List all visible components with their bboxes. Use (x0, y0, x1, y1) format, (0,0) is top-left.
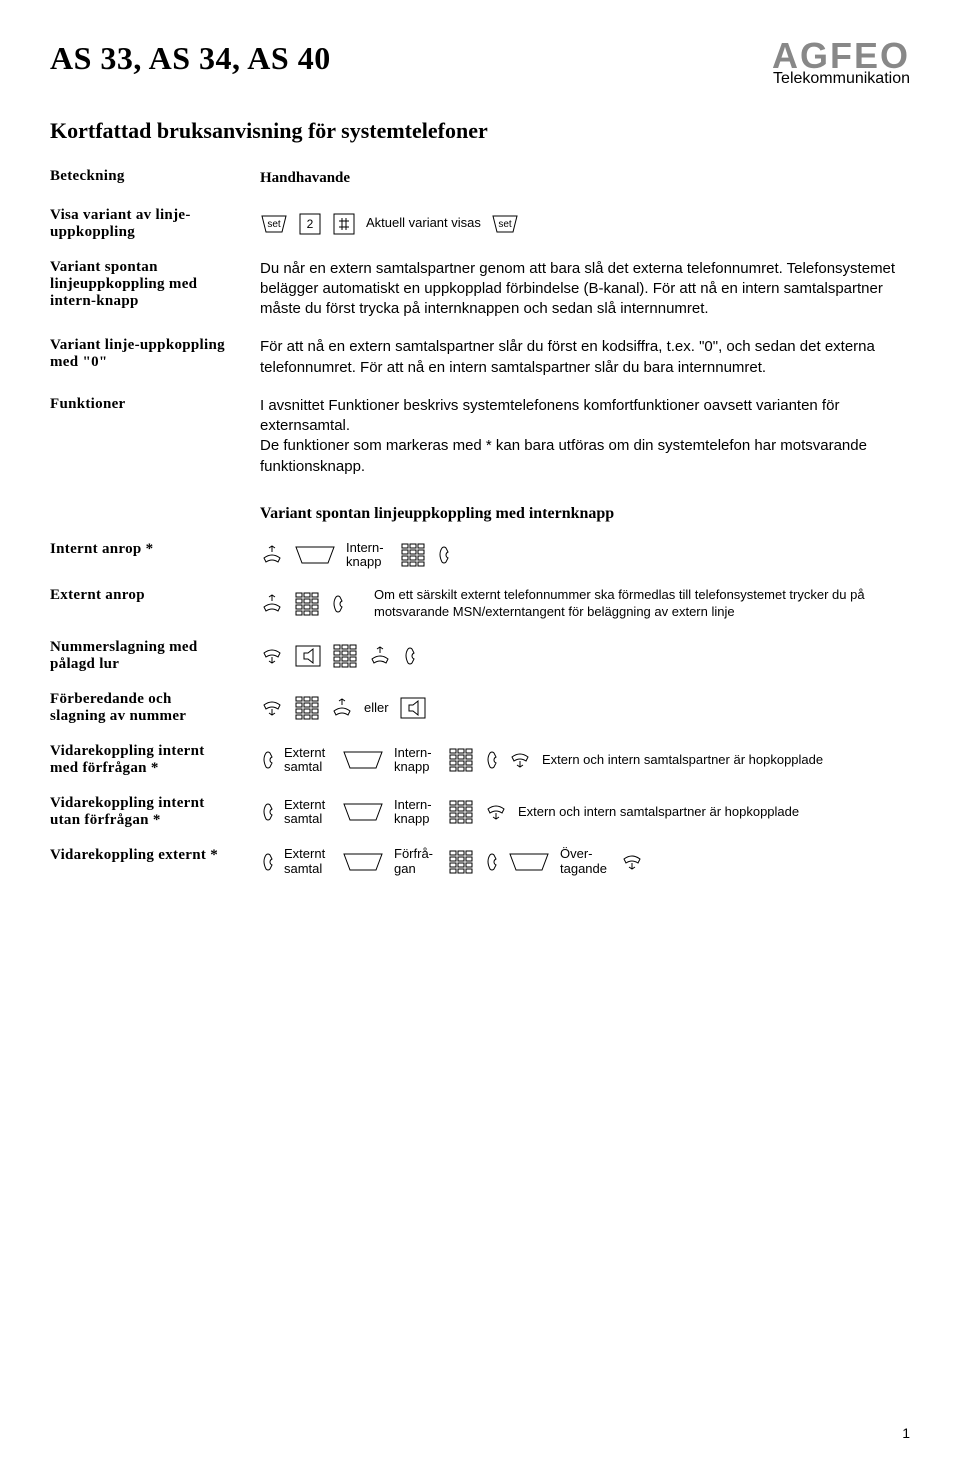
digit-key-icon: 2 (298, 212, 322, 236)
brand-block: AGFEO Telekommunikation (772, 40, 910, 88)
set-key-icon (260, 214, 288, 234)
label-externt-anrop: Externt anrop (50, 587, 230, 621)
label-variant-linje0: Variant linje-uppkoppling med "0" (50, 337, 230, 378)
label-internknapp: Intern-knapp (394, 798, 438, 827)
note-externt-anrop: Om ett särskilt externt telefonnummer sk… (374, 587, 910, 621)
text-variant-spontan: Du når en extern samtalspartner genom at… (260, 259, 910, 320)
label-vkopp-med: Vidarekoppling internt med förfrågan * (50, 743, 230, 777)
hash-key-icon (332, 212, 356, 236)
keypad-icon (294, 591, 320, 617)
receiver-icon (260, 749, 274, 771)
brand-name: AGFEO (772, 40, 910, 72)
heading-variant-spontan: Variant spontan linjeuppkoppling med int… (260, 505, 910, 523)
handset-up-icon (260, 544, 284, 566)
receiver-icon (484, 851, 498, 873)
speaker-icon (399, 696, 427, 720)
receiver-icon (436, 544, 450, 566)
text-aktuell-variant: Aktuell variant visas (366, 216, 481, 230)
label-overtagande: Över-tagande (560, 847, 610, 876)
doc-title: Kortfattad bruksanvisning för systemtele… (50, 118, 910, 144)
row-nummerslagning (260, 639, 910, 673)
result-vkopp-utan: Extern och intern samtalspartner är hopk… (518, 804, 910, 821)
label-internknapp: Intern-knapp (394, 746, 438, 775)
receiver-icon (260, 851, 274, 873)
label-beteckning: Beteckning (50, 168, 230, 188)
row-externt-anrop: Om ett särskilt externt telefonnummer sk… (260, 587, 910, 621)
label-eller: eller (364, 701, 389, 715)
label-internknapp: Intern-knapp (346, 541, 390, 570)
keypad-icon (332, 643, 358, 669)
keypad-icon (448, 849, 474, 875)
wide-button-icon (342, 802, 384, 822)
receiver-icon (260, 801, 274, 823)
receiver-icon (330, 593, 344, 615)
text-funktioner: I avsnittet Funktioner beskrivs systemte… (260, 396, 910, 477)
receiver-icon (484, 749, 498, 771)
keypad-icon (448, 747, 474, 773)
handset-down-icon (508, 749, 532, 771)
label-nummerslagning: Nummerslagning med pålagd lur (50, 639, 230, 673)
label-handhavande: Handhavande (260, 168, 910, 188)
row-forberedande: eller (260, 691, 910, 725)
handset-down-icon (260, 645, 284, 667)
label-externt-samtal: Externt samtal (284, 847, 332, 876)
keypad-icon (400, 542, 426, 568)
keypad-icon (448, 799, 474, 825)
row-vkopp-med: Externt samtal Intern-knapp Extern och i… (260, 743, 910, 777)
row-vkopp-ext: Externt samtal Förfrå-gan Över-tagande (260, 847, 910, 876)
wide-button-icon (508, 852, 550, 872)
label-funktioner: Funktioner (50, 396, 230, 477)
keypad-icon (294, 695, 320, 721)
set-key-icon (491, 214, 519, 234)
handset-up-icon (368, 645, 392, 667)
header: AS 33, AS 34, AS 40 AGFEO Telekommunikat… (50, 40, 910, 88)
result-vkopp-med: Extern och intern samtalspartner är hopk… (542, 752, 910, 769)
receiver-icon (402, 645, 416, 667)
label-externt-samtal: Externt samtal (284, 746, 332, 775)
handset-up-icon (330, 697, 354, 719)
wide-button-icon (342, 750, 384, 770)
label-variant-spontan: Variant spontan linjeuppkoppling med int… (50, 259, 230, 320)
brand-sub: Telekommunikation (772, 70, 910, 88)
page-number: 1 (902, 1425, 910, 1441)
label-forberedande: Förberedande och slagning av nummer (50, 691, 230, 725)
wide-button-icon (342, 852, 384, 872)
label-externt-samtal: Externt samtal (284, 798, 332, 827)
product-title: AS 33, AS 34, AS 40 (50, 40, 331, 77)
row-internt-anrop: Intern-knapp (260, 541, 910, 570)
label-forfragan: Förfrå-gan (394, 847, 438, 876)
row-vkopp-utan: Externt samtal Intern-knapp Extern och i… (260, 795, 910, 829)
speaker-icon (294, 644, 322, 668)
handset-up-icon (260, 593, 284, 615)
label-vkopp-ext: Vidarekoppling externt * (50, 847, 230, 876)
wide-button-icon (294, 545, 336, 565)
label-vkopp-utan: Vidarekoppling internt utan förfrågan * (50, 795, 230, 829)
digit-2: 2 (307, 217, 314, 231)
handset-down-icon (484, 801, 508, 823)
content-grid: Beteckning Handhavande Visa variant av l… (50, 168, 910, 875)
label-visa-variant: Visa variant av linje-uppkoppling (50, 207, 230, 241)
text-variant-linje0: För att nå en extern samtalspartner slår… (260, 337, 910, 378)
handset-down-icon (620, 851, 644, 873)
row-visa-variant: 2 Aktuell variant visas (260, 207, 910, 241)
label-internt-anrop: Internt anrop * (50, 541, 230, 570)
handset-down-icon (260, 697, 284, 719)
